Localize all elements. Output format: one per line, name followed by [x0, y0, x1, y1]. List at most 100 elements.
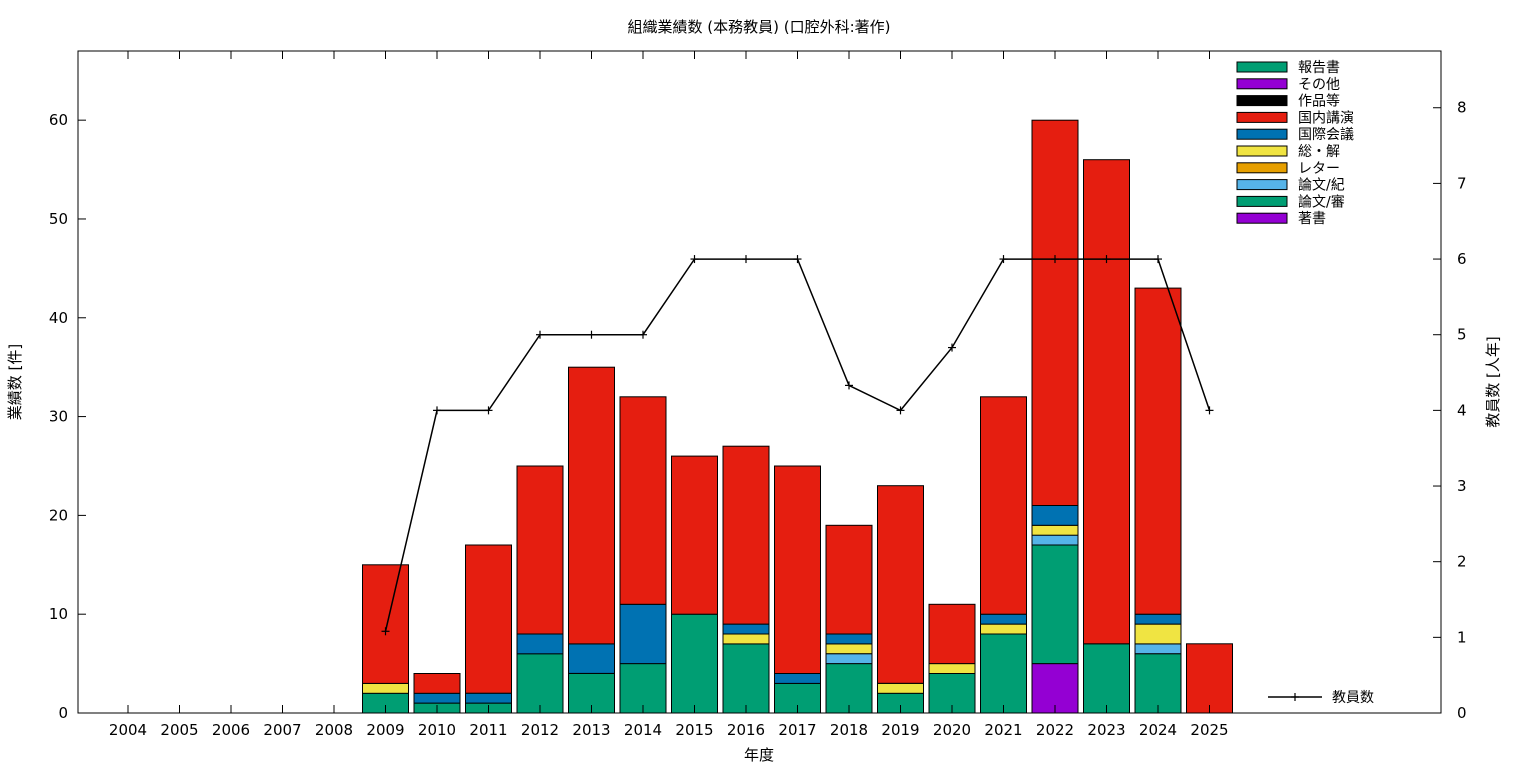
legend-label: 国際会議 — [1298, 126, 1354, 143]
x-tick-label: 2007 — [263, 721, 301, 739]
y-tick-label: 30 — [49, 408, 68, 426]
bar-segment-2009-6 — [362, 564, 409, 684]
legend-swatch — [1236, 145, 1288, 157]
bar-segment-2022-4 — [1031, 524, 1079, 536]
legend-label: 報告書 — [1298, 60, 1340, 76]
x-tick-label: 2008 — [315, 721, 353, 739]
faculty-point-2014 — [639, 330, 647, 339]
x-tick-label: 2021 — [984, 721, 1022, 739]
legend-swatch — [1236, 179, 1288, 191]
legend-item: 国際会議 — [1236, 126, 1354, 143]
legend-item: 国内講演 — [1236, 110, 1354, 126]
plot-frame — [77, 50, 1442, 714]
legend-label: 著書 — [1298, 211, 1326, 227]
legend-swatch — [1236, 78, 1288, 90]
faculty-point-2023 — [1102, 255, 1111, 264]
x-tick-label: 2018 — [830, 721, 868, 739]
legend-item: 著書 — [1236, 211, 1326, 227]
bar-segment-2024-5 — [1134, 613, 1182, 625]
bar-segment-2009-4 — [362, 682, 409, 694]
bar-segment-2024-6 — [1134, 287, 1182, 615]
bar-segment-2010-5 — [413, 692, 461, 704]
bar-segment-2021-6 — [980, 396, 1027, 615]
line-layer — [381, 255, 1214, 636]
y-tick-label: 50 — [49, 210, 68, 228]
bar-segment-2018-1 — [825, 663, 873, 714]
bars-layer — [362, 119, 1233, 714]
bar-segment-2014-6 — [619, 396, 667, 605]
y2-tick-label: 8 — [1457, 99, 1467, 117]
faculty-point-2015 — [690, 255, 699, 264]
legend-label: 作品等 — [1298, 93, 1340, 110]
y2-tick-label: 6 — [1457, 250, 1467, 268]
x-tick-label: 2017 — [778, 721, 816, 739]
bar-segment-2014-5 — [619, 603, 667, 665]
x-tick-label: 2010 — [418, 721, 456, 739]
y-axis-title: 業績数 [件] — [6, 344, 24, 420]
legend-label: レター — [1298, 161, 1340, 177]
bar-segment-2011-6 — [465, 544, 512, 694]
bar-segment-2022-0 — [1031, 663, 1079, 714]
y2-tick-label: 0 — [1457, 704, 1467, 722]
faculty-point-2013 — [587, 330, 596, 339]
legend-item: 報告書 — [1236, 60, 1340, 76]
legend-item: その他 — [1236, 77, 1340, 93]
y-tick-label: 10 — [49, 605, 68, 623]
y-tick-label: 20 — [49, 506, 68, 524]
x-tick-label: 2025 — [1190, 721, 1228, 739]
bar-segment-2012-5 — [516, 633, 564, 655]
bar-segment-2015-6 — [671, 455, 718, 615]
y2-tick-label: 4 — [1457, 401, 1467, 419]
bar-segment-2017-5 — [774, 673, 821, 684]
y2-axis-title: 教員数 [人年] — [1484, 336, 1502, 427]
bar-segment-2011-5 — [465, 692, 512, 704]
bar-segment-2021-4 — [980, 623, 1027, 635]
legend-label: 論文/審 — [1298, 194, 1345, 210]
x-tick-label: 2004 — [109, 721, 147, 739]
bar-segment-2016-4 — [722, 633, 770, 645]
x-axis-title: 年度 — [744, 746, 774, 764]
bar-segment-2021-5 — [980, 613, 1027, 625]
legend-label: 論文/紀 — [1298, 178, 1345, 194]
x-tick-label: 2012 — [521, 721, 559, 739]
x-tick-label: 2016 — [727, 721, 765, 739]
faculty-point-2019 — [896, 406, 905, 415]
y2-tick-label: 3 — [1457, 477, 1467, 495]
bar-segment-2017-6 — [774, 465, 821, 674]
bar-segment-2022-6 — [1031, 119, 1079, 506]
x-tick-label: 2019 — [881, 721, 919, 739]
legend-swatch — [1236, 162, 1288, 174]
faculty-point-2009 — [381, 627, 390, 636]
faculty-point-2010 — [433, 406, 441, 415]
legend-item: 作品等 — [1236, 93, 1340, 110]
bar-segment-2014-1 — [619, 663, 667, 714]
bar-segment-2022-1 — [1031, 544, 1079, 665]
ticks-layer: 0 10 20 30 40 50 60 0 1 2 3 4 5 6 7 8 2004 2005 2006 2007 20… — [49, 51, 1467, 739]
bar-segment-2018-5 — [825, 633, 873, 645]
bar-segment-2023-1 — [1083, 643, 1130, 714]
faculty-point-2024 — [1154, 255, 1162, 264]
x-tick-label: 2013 — [572, 721, 610, 739]
bar-segment-2016-5 — [722, 623, 770, 635]
legend-item: 論文/紀 — [1236, 178, 1345, 194]
bar-segment-2010-6 — [413, 673, 461, 694]
bar-segment-2018-2 — [825, 653, 873, 665]
x-tick-label: 2006 — [212, 721, 250, 739]
x-tick-label: 2023 — [1087, 721, 1125, 739]
legend-item: レター — [1236, 161, 1340, 177]
legend-label: 教員数 — [1332, 690, 1374, 706]
faculty-point-2018 — [845, 381, 853, 390]
bar-segment-2022-5 — [1031, 505, 1079, 526]
bar-segment-2012-1 — [516, 653, 564, 714]
legend-swatch — [1236, 128, 1288, 140]
bar-segment-2020-4 — [928, 663, 976, 674]
legend-swatch — [1236, 111, 1288, 123]
x-tick-label: 2014 — [624, 721, 662, 739]
bar-segment-2016-6 — [722, 445, 770, 625]
faculty-point-2017 — [793, 255, 802, 264]
y2-tick-label: 1 — [1457, 628, 1467, 646]
legend-swatch — [1236, 61, 1288, 73]
faculty-point-2022 — [1051, 255, 1059, 264]
